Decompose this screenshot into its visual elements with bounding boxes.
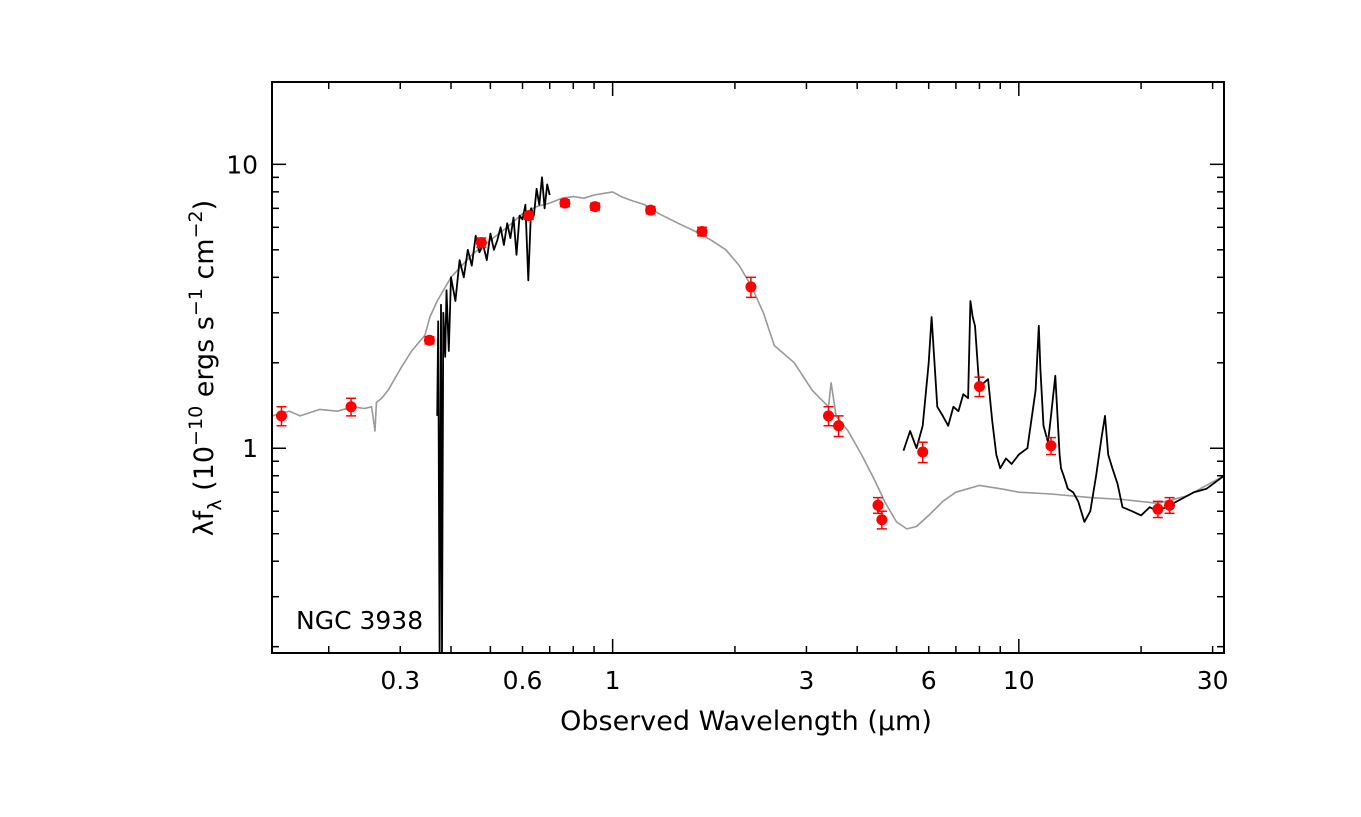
x-tick-label: 0.6 xyxy=(503,666,543,695)
x-tick-label: 30 xyxy=(1197,666,1229,695)
data-point xyxy=(917,446,929,458)
data-point xyxy=(523,210,535,222)
data-point xyxy=(1152,503,1164,515)
data-point xyxy=(475,237,487,249)
data-point xyxy=(872,499,884,511)
plot-frame xyxy=(271,81,1225,654)
observed-ir-spectrum-line xyxy=(902,300,1225,523)
data-point xyxy=(833,420,845,432)
data-point xyxy=(1045,440,1057,452)
data-point xyxy=(745,281,757,293)
axis-ticks-group xyxy=(272,82,1224,653)
photometry-points-group xyxy=(275,197,1176,530)
y-axis-label: λfλ (10−10 ergs s−1 cm−2) xyxy=(185,200,226,536)
y-tick-label: 1 xyxy=(242,434,258,463)
x-tick-label: 3 xyxy=(798,666,814,695)
x-tick-label: 0.3 xyxy=(380,666,420,695)
x-tick-label: 6 xyxy=(921,666,937,695)
data-point xyxy=(275,410,287,422)
x-tick-label: 1 xyxy=(605,666,621,695)
model-spectrum-group xyxy=(271,191,1225,530)
data-point xyxy=(645,204,657,216)
data-point xyxy=(423,334,435,346)
data-point xyxy=(973,380,985,392)
data-point xyxy=(1164,499,1176,511)
data-point xyxy=(559,197,571,209)
data-point xyxy=(589,201,601,213)
data-point xyxy=(345,401,357,413)
x-axis-label: Observed Wavelength (μm) xyxy=(560,706,932,737)
galaxy-name-annotation: NGC 3938 xyxy=(296,606,423,635)
data-point xyxy=(823,410,835,422)
x-tick-label: 10 xyxy=(1003,666,1035,695)
data-point xyxy=(696,226,708,238)
y-tick-label: 10 xyxy=(226,150,258,179)
model-spectrum-line xyxy=(271,191,1225,530)
data-point xyxy=(876,514,888,526)
observed-optical-spectrum-line xyxy=(436,176,551,654)
tick-labels-group: 0.3 0.6 1 3 6 10 30 1 10 xyxy=(226,150,1228,695)
